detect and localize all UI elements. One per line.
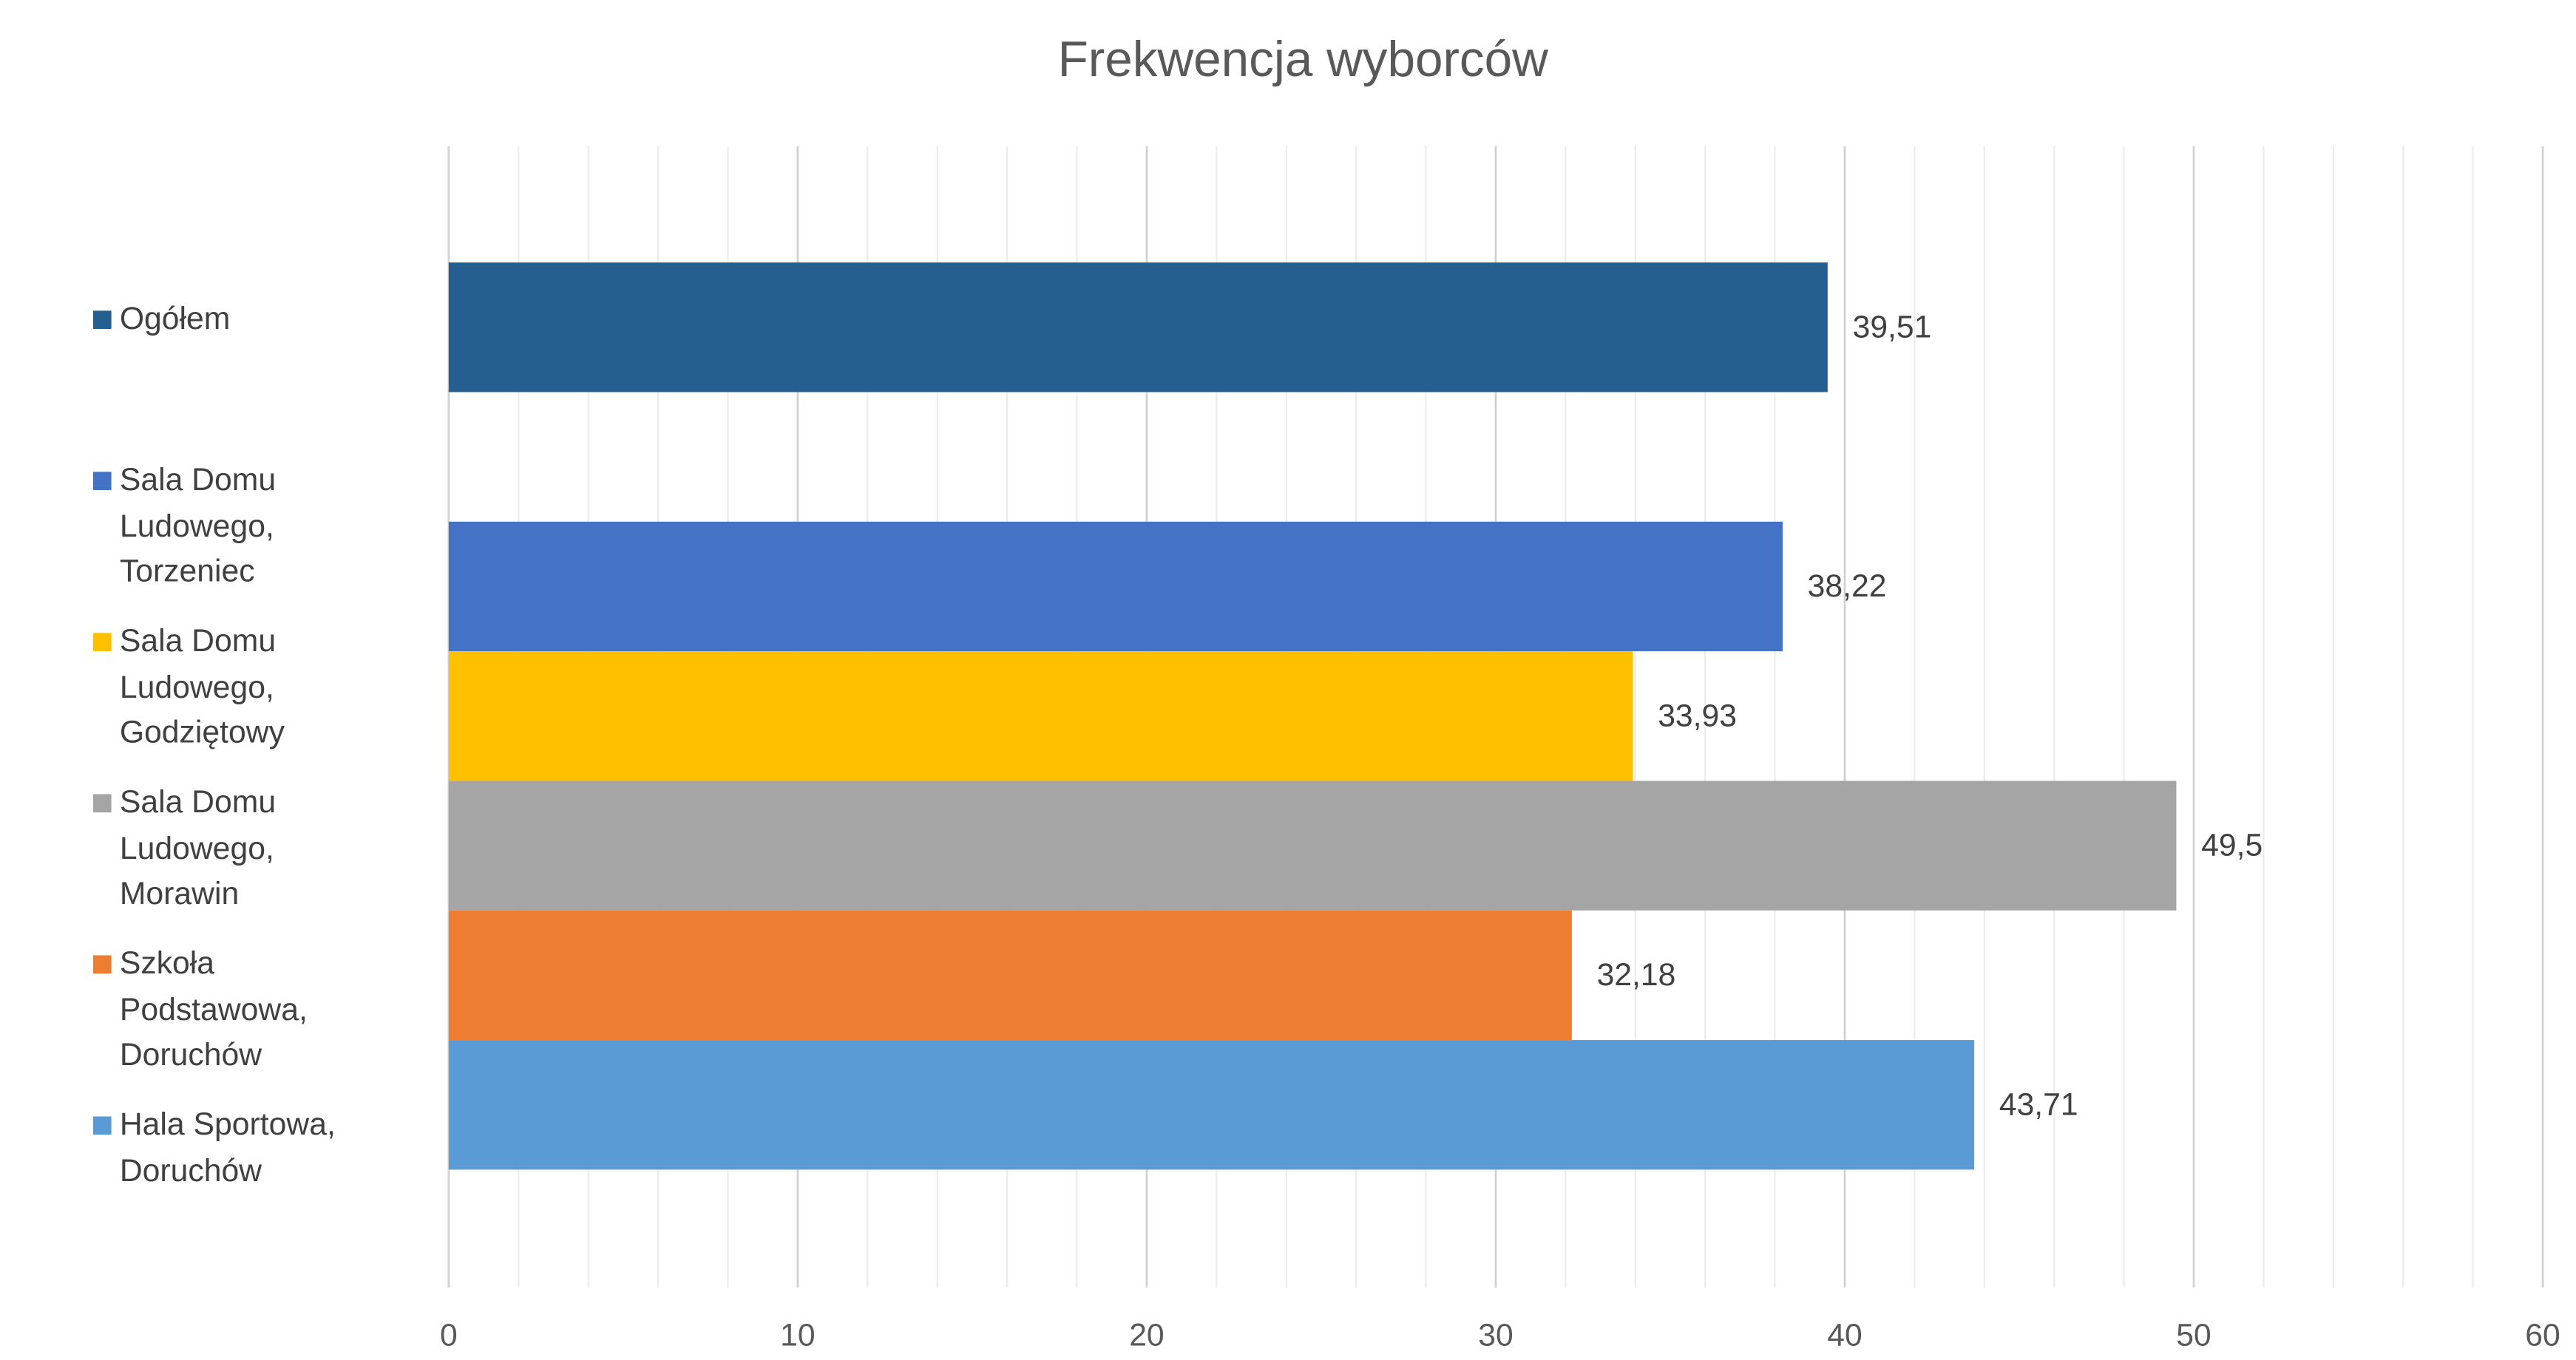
value-label: 38,22 bbox=[1808, 568, 1887, 604]
x-tick-label: 60 bbox=[2525, 1318, 2560, 1353]
legend-item: Sala Domu Ludowego, Torzeniec bbox=[92, 458, 384, 595]
bar bbox=[448, 651, 1633, 781]
legend-item: Szkoła Podstawowa, Doruchów bbox=[92, 942, 384, 1078]
value-label: 39,51 bbox=[1853, 309, 1932, 344]
bar bbox=[448, 1040, 1975, 1170]
legend-label: Ogółem bbox=[119, 302, 231, 338]
legend-label: Sala Domu Ludowego, Godziętowy bbox=[119, 625, 285, 751]
value-label: 43,71 bbox=[1999, 1087, 2078, 1122]
x-tick-label: 20 bbox=[1129, 1318, 1164, 1353]
legend-swatch bbox=[92, 1116, 112, 1135]
legend-item: Sala Domu Ludowego, Morawin bbox=[92, 781, 384, 917]
x-tick-label: 40 bbox=[1827, 1318, 1862, 1353]
legend-item: Hala Sportowa, Doruchów bbox=[92, 1103, 384, 1194]
legend-entry: Ogółem bbox=[92, 297, 384, 343]
x-tick-label: 50 bbox=[2176, 1318, 2211, 1353]
value-label: 49,5 bbox=[2201, 828, 2263, 863]
value-label: 33,93 bbox=[1658, 698, 1737, 733]
legend-swatch bbox=[92, 633, 112, 652]
x-tick-label: 0 bbox=[440, 1318, 458, 1353]
bar bbox=[448, 910, 1572, 1041]
legend-entry: Szkoła Podstawowa, Doruchów bbox=[92, 942, 384, 1078]
bar bbox=[448, 262, 1828, 392]
bar bbox=[448, 521, 1783, 652]
value-label: 32,18 bbox=[1597, 957, 1676, 993]
legend-entry: Sala Domu Ludowego, Torzeniec bbox=[92, 458, 384, 595]
legend-item: Ogółem bbox=[92, 297, 384, 343]
legend-label: Szkoła Podstawowa, Doruchów bbox=[119, 947, 308, 1074]
legend-item: Sala Domu Ludowego, Godziętowy bbox=[92, 619, 384, 756]
legend-swatch bbox=[92, 955, 112, 974]
legend-label: Hala Sportowa, Doruchów bbox=[119, 1108, 336, 1189]
legend-label: Sala Domu Ludowego, Morawin bbox=[119, 786, 277, 913]
x-tick-label: 30 bbox=[1478, 1318, 1513, 1353]
legend-swatch bbox=[92, 310, 112, 330]
chart-title: Frekwencja wyborców bbox=[1058, 32, 1549, 87]
legend-entry: Sala Domu Ludowego, Godziętowy bbox=[92, 619, 384, 756]
legend-entry: Hala Sportowa, Doruchów bbox=[92, 1103, 384, 1194]
x-tick-label: 10 bbox=[780, 1318, 815, 1353]
legend-label: Sala Domu Ludowego, Torzeniec bbox=[119, 463, 277, 590]
bar bbox=[448, 781, 2177, 911]
legend-swatch bbox=[92, 794, 112, 813]
legend-swatch bbox=[92, 472, 112, 491]
legend-entry: Sala Domu Ludowego, Morawin bbox=[92, 781, 384, 917]
